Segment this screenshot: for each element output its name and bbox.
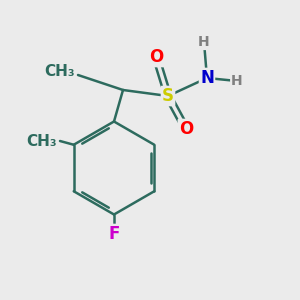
Text: H: H <box>198 35 210 49</box>
Text: O: O <box>179 120 193 138</box>
Text: S: S <box>162 87 174 105</box>
Text: F: F <box>108 225 120 243</box>
Text: N: N <box>200 69 214 87</box>
Text: CH₃: CH₃ <box>44 64 75 80</box>
Text: H: H <box>231 74 243 88</box>
Text: O: O <box>149 48 163 66</box>
Text: CH₃: CH₃ <box>26 134 57 148</box>
